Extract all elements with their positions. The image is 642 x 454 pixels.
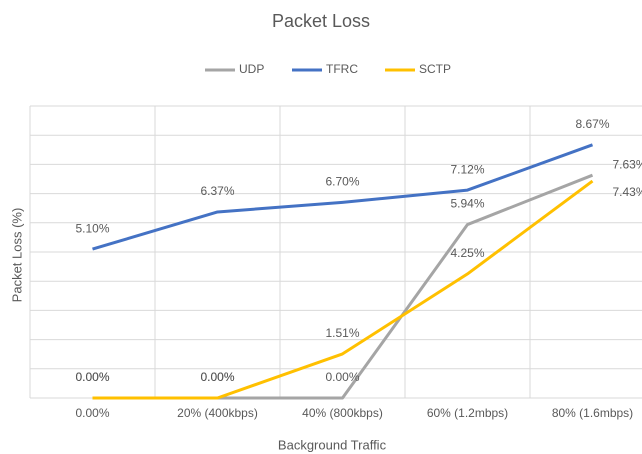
data-label: 8.67% <box>575 117 609 131</box>
data-label: 0.00% <box>200 370 234 384</box>
data-label: 6.37% <box>200 184 234 198</box>
data-label: 7.43% <box>613 185 642 199</box>
data-label: 1.51% <box>325 326 359 340</box>
data-label: 5.10% <box>75 221 109 235</box>
chart-title: Packet Loss <box>272 11 370 31</box>
data-label: 0.00% <box>325 370 359 384</box>
x-tick-label: 20% (400kbps) <box>177 406 258 420</box>
legend-label: TFRC <box>326 62 358 76</box>
data-label: 0.00% <box>75 370 109 384</box>
data-label: 0.00% <box>200 370 234 384</box>
y-axis-title: Packet Loss (%) <box>9 208 24 303</box>
legend-label: SCTP <box>419 62 451 76</box>
legend-label: UDP <box>239 62 264 76</box>
data-label: 4.25% <box>450 246 484 260</box>
data-label: 7.63% <box>613 157 642 171</box>
x-tick-label: 80% (1.6mbps) <box>552 406 633 420</box>
data-label: 6.70% <box>325 175 359 189</box>
data-label: 0.00% <box>75 370 109 384</box>
x-tick-label: 40% (800kbps) <box>302 406 383 420</box>
data-label: 5.94% <box>450 197 484 211</box>
x-tick-label: 60% (1.2mbps) <box>427 406 508 420</box>
x-axis-title: Background Traffic <box>278 437 387 452</box>
x-tick-label: 0.00% <box>75 406 109 420</box>
series-line <box>92 143 594 251</box>
data-label: 7.12% <box>450 162 484 176</box>
series-line <box>92 179 594 400</box>
